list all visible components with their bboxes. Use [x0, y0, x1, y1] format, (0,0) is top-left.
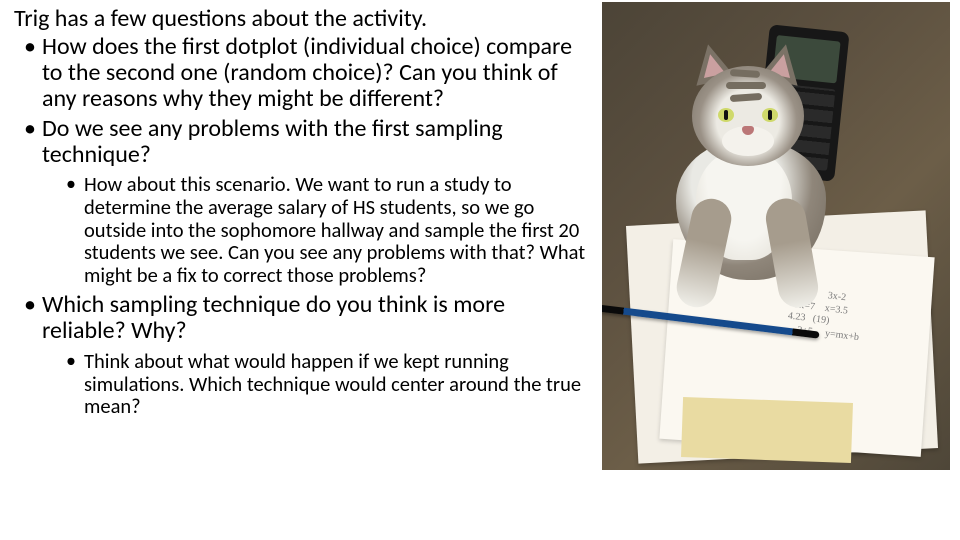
bullet-text: Do we see any problems with the first sa…	[42, 114, 503, 169]
image-column: -x+5= 3x-2 2x=7 x=3.5 4.23 (19) -2+5 y=m…	[596, 0, 960, 540]
sub-list: Think about what would happen if we kept…	[42, 350, 590, 418]
bullet-which-reliable: Which sampling technique do you think is…	[14, 292, 590, 417]
bullet-dotplot-compare: How does the first dotplot (individual c…	[14, 34, 590, 112]
bullet-text: How about this scenario. We want to run …	[84, 171, 585, 287]
text-column: Trig has a few questions about the activ…	[0, 0, 596, 540]
sub-bullet-simulations: Think about what would happen if we kept…	[60, 350, 590, 418]
intro-line: Trig has a few questions about the activ…	[14, 6, 590, 32]
bullet-text: Think about what would happen if we kept…	[84, 348, 581, 419]
bullet-text: Which sampling technique do you think is…	[42, 290, 505, 345]
bullet-sampling-problems: Do we see any problems with the first sa…	[14, 116, 590, 287]
sub-bullet-salary-scenario: How about this scenario. We want to run …	[60, 173, 590, 286]
question-list: How does the first dotplot (individual c…	[14, 34, 590, 418]
bullet-text: How does the first dotplot (individual c…	[42, 32, 572, 113]
manila-folder	[681, 397, 853, 463]
sub-list: How about this scenario. We want to run …	[42, 173, 590, 286]
cat-photo: -x+5= 3x-2 2x=7 x=3.5 4.23 (19) -2+5 y=m…	[602, 2, 950, 470]
cat-trig	[626, 30, 846, 290]
